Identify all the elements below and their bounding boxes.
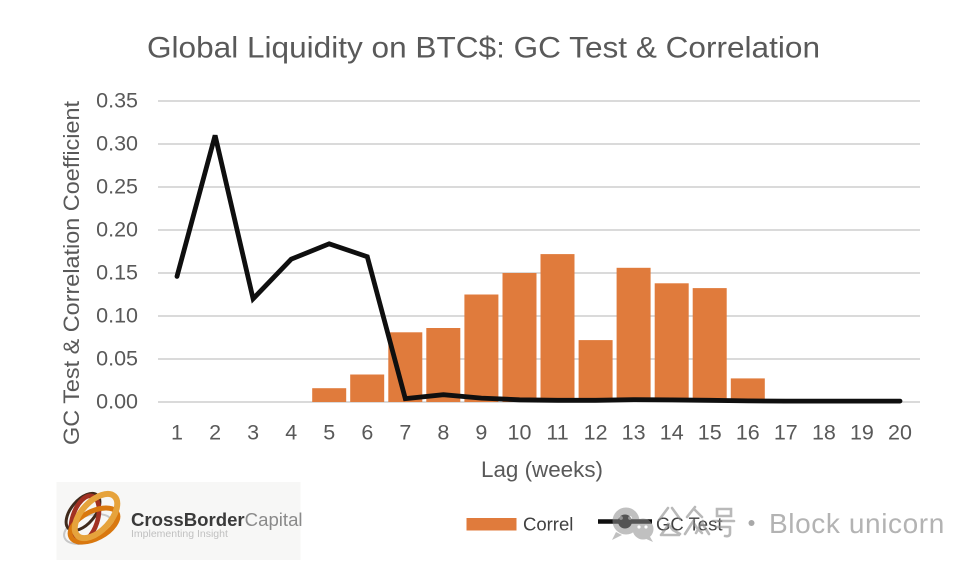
svg-text:Correl: Correl: [523, 514, 573, 535]
svg-text:9: 9: [475, 421, 487, 445]
svg-text:GC Test & Correlation Coeffici: GC Test & Correlation Coefficient: [59, 101, 84, 445]
svg-text:14: 14: [660, 421, 684, 445]
svg-text:12: 12: [584, 421, 608, 445]
svg-text:0.00: 0.00: [96, 390, 138, 414]
svg-text:CrossBorderCapital: CrossBorderCapital: [131, 509, 303, 530]
svg-text:10: 10: [508, 421, 532, 445]
svg-text:8: 8: [437, 421, 449, 445]
svg-text:0.25: 0.25: [96, 175, 138, 199]
svg-text:4: 4: [285, 421, 297, 445]
svg-text:7: 7: [399, 421, 411, 445]
svg-text:18: 18: [812, 421, 836, 445]
svg-text:0.15: 0.15: [96, 261, 138, 285]
svg-text:1: 1: [171, 421, 183, 445]
svg-text:13: 13: [622, 421, 646, 445]
svg-text:0.05: 0.05: [96, 347, 138, 371]
svg-text:Block unicorn: Block unicorn: [769, 508, 945, 539]
svg-text:17: 17: [774, 421, 798, 445]
svg-text:5: 5: [323, 421, 335, 445]
svg-text:3: 3: [247, 421, 259, 445]
svg-text:0.10: 0.10: [96, 304, 138, 328]
svg-text:20: 20: [888, 421, 912, 445]
svg-text:GC Test: GC Test: [656, 514, 722, 535]
svg-text:0.35: 0.35: [96, 89, 138, 113]
svg-text:0.20: 0.20: [96, 218, 138, 242]
svg-text:Global Liquidity on BTC$: GC T: Global Liquidity on BTC$: GC Test & Corr…: [147, 32, 820, 65]
svg-text:Implementing Insight: Implementing Insight: [131, 528, 228, 540]
svg-text:0.30: 0.30: [96, 132, 138, 156]
svg-text:11: 11: [546, 421, 568, 445]
svg-text:19: 19: [850, 421, 874, 445]
svg-text:15: 15: [698, 421, 722, 445]
svg-text:2: 2: [209, 421, 221, 445]
svg-text:Lag (weeks): Lag (weeks): [481, 457, 603, 482]
svg-text:6: 6: [361, 421, 373, 445]
svg-text:16: 16: [736, 421, 760, 445]
